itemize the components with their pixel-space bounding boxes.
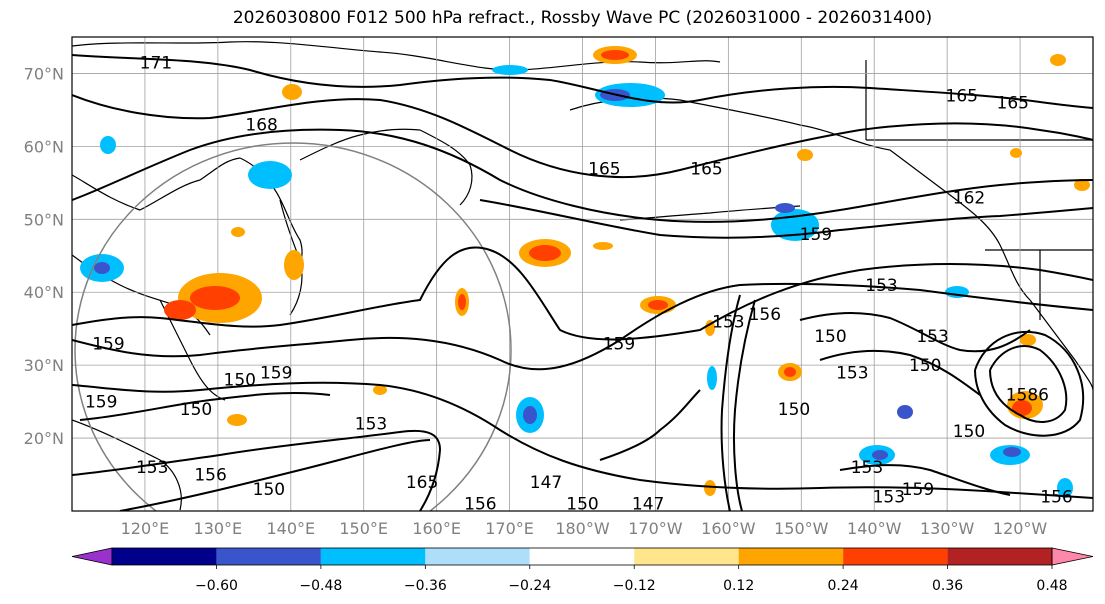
contour-value-label: 159 — [800, 225, 832, 245]
lat-tick-label: 40°N — [24, 283, 64, 302]
contour-value-label: 150 — [253, 480, 285, 500]
colorbar-segment — [634, 548, 739, 565]
contour-value-label: 1586 — [1006, 385, 1049, 405]
colorbar-extend-min — [71, 547, 113, 566]
contour-value-label: 165 — [406, 473, 438, 493]
lat-tick-label: 50°N — [24, 210, 64, 229]
colorbar-segment — [843, 548, 948, 565]
contour-value-label: 150 — [909, 356, 941, 376]
latitude-labels: 70°N 60°N 50°N 40°N 30°N 20°N — [24, 64, 64, 448]
colorbar-segment — [216, 548, 321, 565]
contour-value-label: 150 — [180, 400, 212, 420]
contour-value-label: 147 — [632, 495, 664, 515]
colorbar-segment — [112, 548, 217, 565]
contour-value-label: 153 — [873, 487, 905, 507]
contour-value-label: 162 — [953, 188, 985, 208]
contour-value-label: 168 — [245, 116, 277, 136]
contour-value-label: 156 — [464, 495, 496, 515]
lat-tick-label: 20°N — [24, 429, 64, 448]
lon-tick-label: 140°E — [266, 519, 315, 538]
lon-tick-label: 170°E — [485, 519, 534, 538]
lat-tick-label: 70°N — [24, 64, 64, 83]
colorbar-tick-label: 0.12 — [723, 578, 754, 594]
lon-tick-label: 170°W — [628, 519, 683, 538]
contour-value-label: 156 — [1040, 487, 1072, 507]
colorbar-segment — [947, 548, 1052, 565]
colorbar-tick-label: −0.24 — [508, 578, 551, 594]
contour-value-label: 150 — [224, 371, 256, 391]
lon-tick-label: 150°W — [774, 519, 829, 538]
lon-tick-label: 180°W — [555, 519, 610, 538]
longitude-labels: 120°E 130°E 140°E 150°E 160°E 170°E 180°W 170°W… — [121, 519, 1048, 538]
colorbar-extend-max — [1051, 547, 1094, 566]
contour-value-label: 159 — [603, 334, 635, 354]
lon-tick-label: 160°E — [412, 519, 461, 538]
lon-tick-label: 130°E — [194, 519, 243, 538]
contour-value-label: 153 — [136, 458, 168, 478]
contour-value-label: 159 — [260, 363, 292, 383]
colorbar-segment — [738, 548, 844, 565]
contour-value-label: 153 — [712, 312, 744, 332]
colorbar-tick-label: −0.60 — [195, 578, 238, 594]
lon-tick-label: 120°E — [121, 519, 170, 538]
contour-value-label: 150 — [566, 495, 598, 515]
map-border — [71, 36, 1094, 512]
contour-value-label: 150 — [778, 400, 810, 420]
colorbar-tick-label: 0.36 — [932, 578, 963, 594]
colorbar-segment — [529, 548, 635, 565]
region-circle — [74, 142, 512, 511]
contour-value-label: 150 — [814, 327, 846, 347]
contour-value-label: 153 — [836, 363, 868, 383]
colorbar-segment — [425, 548, 530, 565]
lat-tick-label: 30°N — [24, 356, 64, 375]
lon-tick-label: 150°E — [339, 519, 388, 538]
contours — [72, 54, 1093, 511]
contour-value-label: 165 — [946, 86, 978, 106]
lat-tick-label: 60°N — [24, 137, 64, 156]
lon-tick-label: 120°W — [993, 519, 1048, 538]
contour-value-label: 153 — [851, 458, 883, 478]
colorbar-tick-label: −0.36 — [404, 578, 447, 594]
lon-tick-label: 160°W — [701, 519, 756, 538]
contour-value-label: 156 — [194, 466, 226, 486]
contour-value-label: 165 — [690, 159, 722, 179]
contour-value-label: 165 — [997, 94, 1029, 114]
contour-value-label: 159 — [902, 480, 934, 500]
contour-value-label: 156 — [749, 305, 781, 325]
contour-value-label: 159 — [85, 393, 117, 413]
contour-value-label: 153 — [916, 327, 948, 347]
lon-tick-label: 140°W — [847, 519, 902, 538]
contour-value-label: 153 — [355, 414, 387, 434]
contour-value-label: 171 — [140, 54, 172, 74]
lon-tick-label: 130°W — [920, 519, 975, 538]
colorbar-tick-label: −0.12 — [613, 578, 656, 594]
colorbar-tick-label: 0.24 — [828, 578, 859, 594]
contour-value-label: 147 — [530, 473, 562, 493]
chart-title: 2026030800 F012 500 hPa refract., Rossby… — [232, 8, 933, 28]
colorbar-tick-label: −0.48 — [299, 578, 342, 594]
anomaly-shading — [80, 46, 1090, 498]
contour-value-label: 165 — [588, 159, 620, 179]
colorbar-frame — [111, 547, 1053, 566]
colorbar: −0.60 −0.48 −0.36 −0.24 −0.12 0.12 0.24 0.36 0.4… — [71, 547, 1094, 594]
contour-value-label: 159 — [92, 334, 124, 354]
contour-value-label: 150 — [953, 422, 985, 442]
colorbar-tick-label: 0.48 — [1036, 578, 1067, 594]
colorbar-segment — [320, 548, 426, 565]
contour-value-label: 153 — [865, 276, 897, 296]
